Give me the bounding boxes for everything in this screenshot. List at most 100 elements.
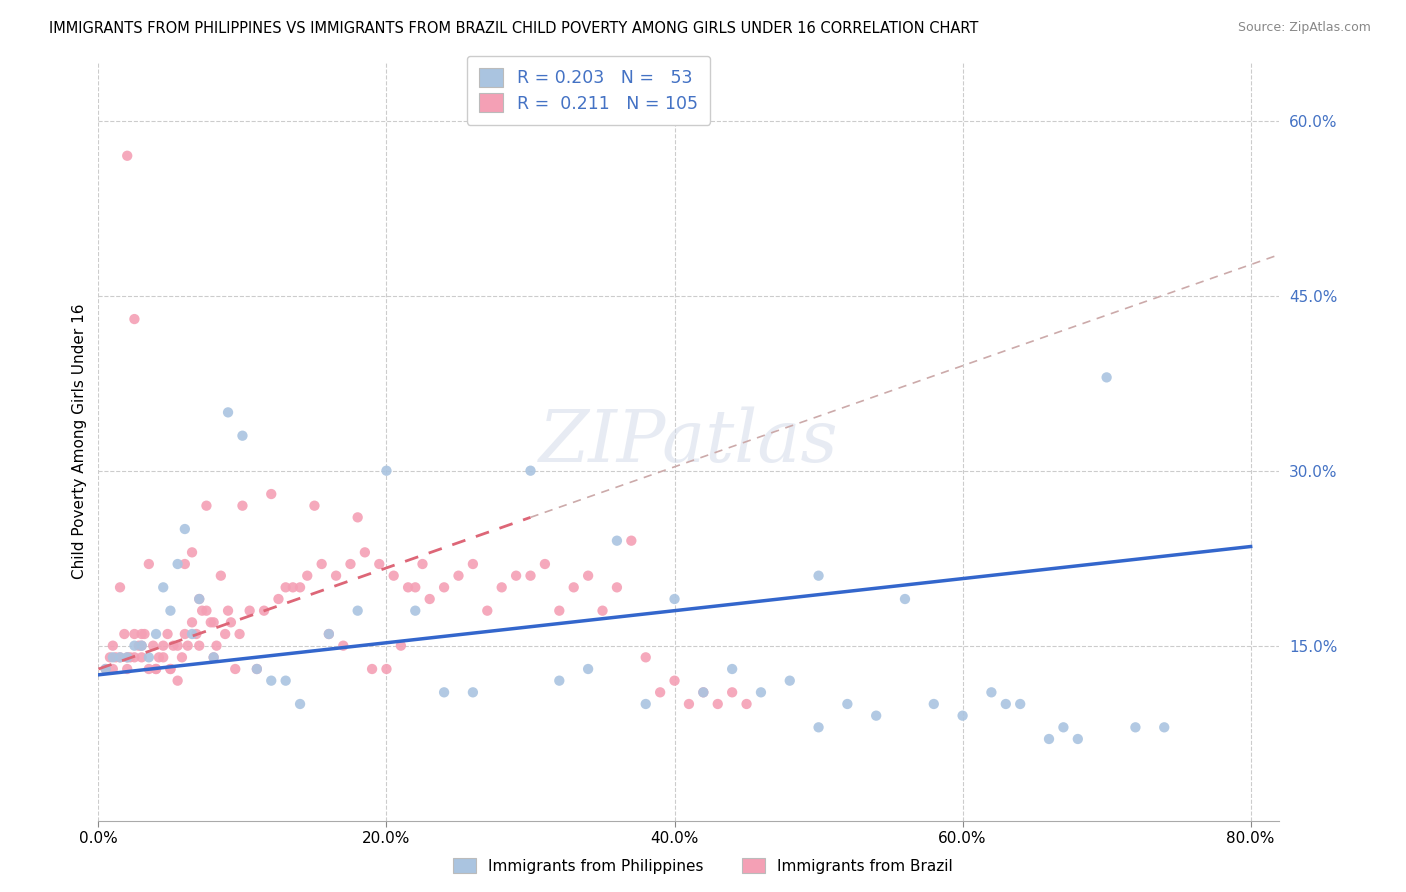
Point [461,685,484,699]
Text: ZIPatlas: ZIPatlas [538,406,839,477]
Point [94,662,117,676]
Point [159,662,181,676]
Point [159,662,181,676]
Point [281,580,304,594]
Point [548,673,571,688]
Point [692,685,714,699]
Point [173,557,195,571]
Point [505,568,527,582]
Point [219,615,242,630]
Point [94,662,117,676]
Point [224,662,246,676]
Point [128,639,150,653]
Point [592,604,614,618]
Point [162,639,184,653]
Point [124,627,146,641]
Point [181,627,204,641]
Legend: R = 0.203   N =   53, R =  0.211   N = 105: R = 0.203 N = 53, R = 0.211 N = 105 [467,56,710,125]
Point [195,499,218,513]
Point [239,604,262,618]
Point [721,662,744,676]
Point [519,464,541,478]
Point [318,627,340,641]
Point [181,615,204,630]
Point [188,639,211,653]
Point [339,557,361,571]
Point [246,662,269,676]
Point [304,499,326,513]
Point [188,592,211,607]
Point [274,580,297,594]
Point [368,557,391,571]
Point [181,545,204,559]
Point [807,720,830,734]
Point [214,627,236,641]
Point [389,639,412,653]
Point [706,697,728,711]
Point [433,580,456,594]
Point [202,650,225,665]
Point [173,522,195,536]
Point [404,604,426,618]
Point [115,149,138,163]
Point [749,685,772,699]
Point [142,639,165,653]
Point [375,464,398,478]
Point [228,627,250,641]
Point [267,592,290,607]
Point [186,627,208,641]
Point [274,673,297,688]
Point [491,580,513,594]
Point [145,627,167,641]
Point [411,557,433,571]
Point [108,650,131,665]
Point [108,650,131,665]
Point [404,580,426,594]
Point [922,697,945,711]
Y-axis label: Child Poverty Among Girls Under 16: Child Poverty Among Girls Under 16 [72,304,87,579]
Point [419,592,441,607]
Point [894,592,917,607]
Point [664,592,686,607]
Point [332,639,354,653]
Point [260,487,283,501]
Point [634,650,657,665]
Point [152,650,174,665]
Point [166,673,188,688]
Point [156,627,179,641]
Point [145,662,167,676]
Point [108,580,131,594]
Point [807,568,830,582]
Point [152,639,174,653]
Point [562,580,585,594]
Point [433,685,456,699]
Point [1095,370,1118,384]
Point [477,604,499,618]
Point [396,580,419,594]
Point [779,673,801,688]
Point [131,639,153,653]
Point [346,510,368,524]
Point [166,557,188,571]
Point [115,650,138,665]
Point [721,685,744,699]
Point [678,697,700,711]
Point [375,662,398,676]
Point [361,662,384,676]
Point [253,604,276,618]
Point [346,604,368,618]
Point [217,604,239,618]
Point [148,650,170,665]
Point [260,673,283,688]
Point [297,568,319,582]
Point [98,650,121,665]
Point [170,650,193,665]
Point [606,580,628,594]
Point [1010,697,1032,711]
Point [115,650,138,665]
Point [159,604,181,618]
Point [576,568,599,582]
Point [124,650,146,665]
Point [1125,720,1147,734]
Point [205,639,228,653]
